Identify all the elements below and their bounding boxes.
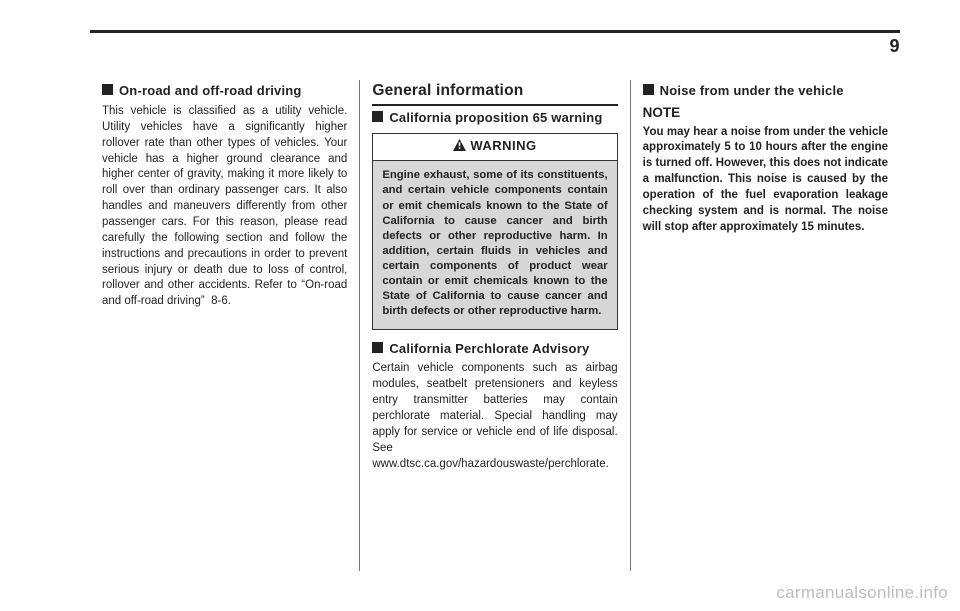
warning-body-text: Engine exhaust, some of its consti­tuent…: [373, 161, 616, 328]
note-label: NOTE: [643, 104, 888, 123]
heading-noise: Noise from under the vehicle: [643, 82, 888, 100]
heading-on-off-road: On-road and off-road driving: [102, 82, 347, 100]
square-bullet-icon: [102, 84, 113, 95]
column-2: General information California propositi…: [359, 80, 629, 571]
section-title-general: General information: [372, 80, 617, 106]
warning-header: WARNING: [373, 134, 616, 161]
heading-text: On-road and off-road driving: [119, 82, 302, 100]
square-bullet-icon: [372, 111, 383, 122]
page-number: 9: [889, 36, 900, 57]
heading-perchlorate: California Perchlorate Advi­sory: [372, 340, 617, 358]
manual-page: 9 On-road and off-road driving This vehi…: [0, 0, 960, 611]
body-on-off-road: This vehicle is classified as a utility …: [102, 104, 347, 310]
body-perchlorate: Certain vehicle components such as air­b…: [372, 361, 617, 472]
square-bullet-icon: [643, 84, 654, 95]
content-columns: On-road and off-road driving This vehicl…: [90, 80, 900, 571]
watermark-text: carmanualsonline.info: [776, 583, 948, 603]
warning-triangle-icon: [453, 138, 466, 156]
column-1: On-road and off-road driving This vehicl…: [90, 80, 359, 571]
warning-box: WARNING Engine exhaust, some of its cons…: [372, 133, 617, 329]
column-3: Noise from under the vehicle NOTE You ma…: [630, 80, 900, 571]
heading-text: Noise from under the vehicle: [660, 82, 844, 100]
body-noise: You may hear a noise from under the vehi…: [643, 125, 888, 236]
heading-text: California Perchlorate Advi­sory: [389, 340, 589, 358]
warning-label-text: WARNING: [470, 138, 536, 153]
top-rule: [90, 30, 900, 33]
heading-prop65: California proposition 65 warning: [372, 109, 617, 127]
heading-text: California proposition 65 warning: [389, 109, 602, 127]
square-bullet-icon: [372, 342, 383, 353]
